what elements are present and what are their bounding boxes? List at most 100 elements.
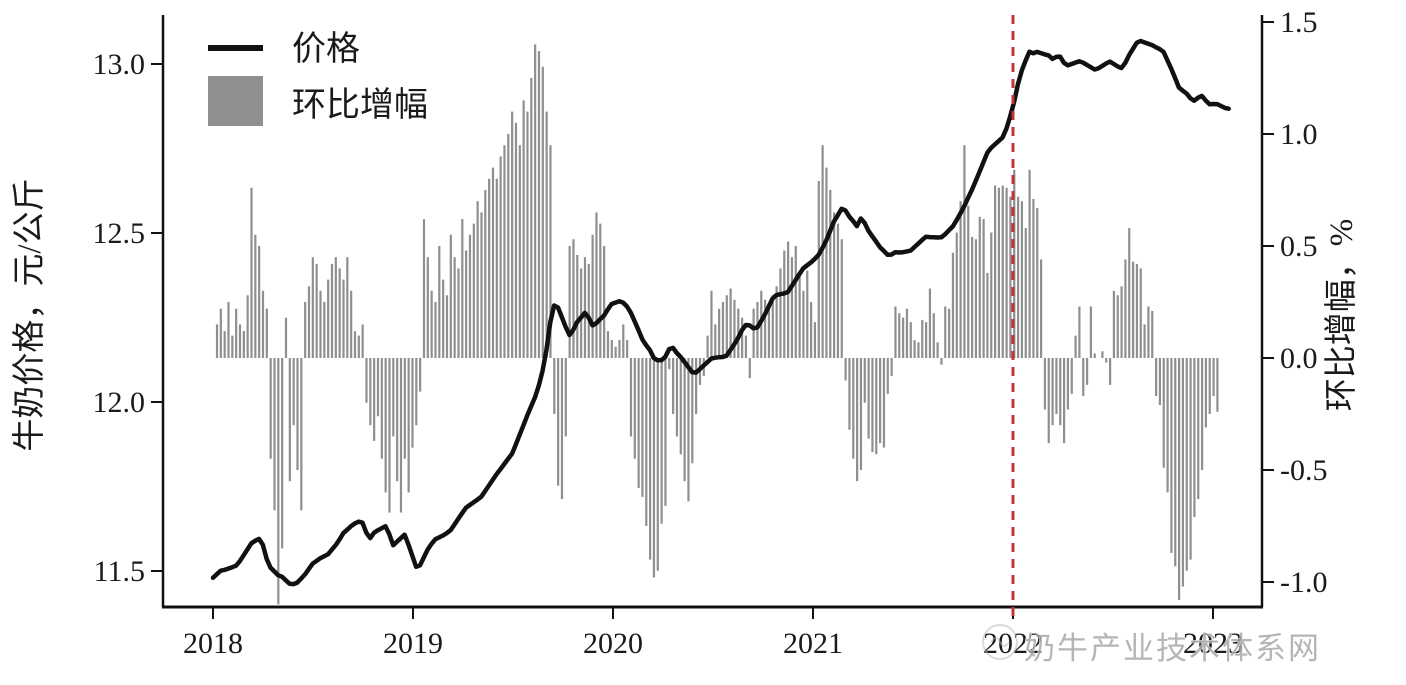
growth-bar xyxy=(775,286,778,358)
growth-bar xyxy=(626,340,629,358)
growth-bar xyxy=(518,145,521,358)
growth-bar xyxy=(882,358,886,448)
watermark: 奶牛产业技术体系网 xyxy=(982,624,1321,667)
growth-bar xyxy=(434,302,437,358)
growth-bar xyxy=(599,223,602,358)
x-axis-tick-label: 2018 xyxy=(183,627,243,660)
growth-bar xyxy=(323,302,326,358)
growth-bar xyxy=(465,250,468,358)
growth-bar xyxy=(388,358,391,513)
legend-growth-label: 环比增幅 xyxy=(292,86,428,124)
growth-bar xyxy=(848,358,851,430)
growth-bar xyxy=(365,358,368,403)
growth-bar xyxy=(453,257,456,358)
growth-bar xyxy=(411,358,414,448)
growth-bar xyxy=(1116,295,1119,358)
growth-bar xyxy=(254,234,257,358)
growth-bar xyxy=(576,254,579,358)
growth-bar xyxy=(403,358,406,459)
growth-bar xyxy=(806,270,809,358)
growth-bar xyxy=(802,290,805,358)
growth-bar xyxy=(300,358,303,511)
growth-bar xyxy=(1120,286,1123,358)
growth-bar xyxy=(292,358,295,426)
growth-bar xyxy=(1154,358,1158,397)
growth-bar xyxy=(327,279,330,358)
growth-bar xyxy=(595,212,598,358)
growth-bar xyxy=(706,335,709,358)
growth-bar xyxy=(1143,324,1146,358)
growth-bar xyxy=(1177,358,1181,600)
growth-bar xyxy=(1197,358,1200,500)
watermark-text: 奶牛产业技术体系网 xyxy=(1024,631,1321,666)
growth-bar xyxy=(622,324,625,358)
growth-bar xyxy=(744,335,748,358)
growth-bar xyxy=(932,313,935,358)
growth-bar xyxy=(1166,358,1169,493)
watermark-logo-squiggle-icon xyxy=(990,637,1010,647)
growth-bar xyxy=(1128,228,1131,358)
growth-bar xyxy=(319,290,322,358)
growth-bar xyxy=(449,234,452,358)
growth-bar xyxy=(277,358,280,605)
growth-bar xyxy=(419,358,422,392)
growth-bar xyxy=(1089,306,1093,358)
growth-bar xyxy=(399,358,403,513)
growth-bar xyxy=(422,219,426,358)
growth-bar xyxy=(1216,358,1219,412)
growth-bar xyxy=(1020,201,1024,358)
growth-bar xyxy=(238,324,242,358)
growth-bar xyxy=(840,239,843,358)
growth-bar xyxy=(503,145,506,358)
growth-bar xyxy=(833,212,836,358)
growth-bar xyxy=(721,302,725,358)
growth-bar xyxy=(741,317,744,358)
right-axis-tick-label: 0.5 xyxy=(1280,230,1318,263)
growth-bar xyxy=(856,358,859,482)
growth-bar xyxy=(472,223,475,358)
growth-bar xyxy=(426,257,429,358)
growth-bar xyxy=(1170,358,1173,553)
growth-bar xyxy=(994,185,997,358)
growth-bar xyxy=(1174,358,1177,567)
growth-bar xyxy=(798,272,801,358)
growth-bar xyxy=(1204,358,1208,428)
growth-bar xyxy=(442,279,445,358)
growth-bar xyxy=(645,358,648,526)
growth-bar xyxy=(606,331,610,358)
growth-bar xyxy=(971,237,974,358)
growth-bar xyxy=(652,358,656,578)
growth-bar xyxy=(940,358,943,365)
growth-bar xyxy=(928,288,932,358)
growth-bar xyxy=(1024,228,1027,358)
growth-bar xyxy=(553,358,556,414)
growth-bar xyxy=(951,252,955,358)
growth-bar xyxy=(1139,268,1142,358)
growth-bar xyxy=(867,358,870,439)
right-axis-tick-label: 1.5 xyxy=(1280,6,1318,39)
growth-bar xyxy=(537,51,541,359)
growth-bar xyxy=(1066,358,1070,410)
growth-bar xyxy=(572,239,575,358)
growth-bar xyxy=(1189,358,1192,560)
growth-bar xyxy=(246,295,249,358)
growth-bar xyxy=(1208,358,1211,414)
growth-bar xyxy=(794,246,797,358)
growth-bar xyxy=(649,358,652,560)
growth-bar xyxy=(1108,358,1112,385)
growth-bar xyxy=(373,358,376,441)
growth-bar xyxy=(917,342,920,358)
growth-bar xyxy=(530,78,533,358)
growth-bar xyxy=(307,286,311,358)
growth-bar xyxy=(710,290,713,358)
growth-bar xyxy=(660,358,663,524)
growth-bar xyxy=(944,306,947,358)
growth-bar xyxy=(679,358,682,455)
growth-bar xyxy=(445,295,449,358)
growth-bar xyxy=(959,201,962,358)
growth-bar xyxy=(1082,358,1085,397)
growth-bar xyxy=(480,212,483,358)
growth-bar xyxy=(273,358,276,511)
growth-bar xyxy=(526,111,529,358)
